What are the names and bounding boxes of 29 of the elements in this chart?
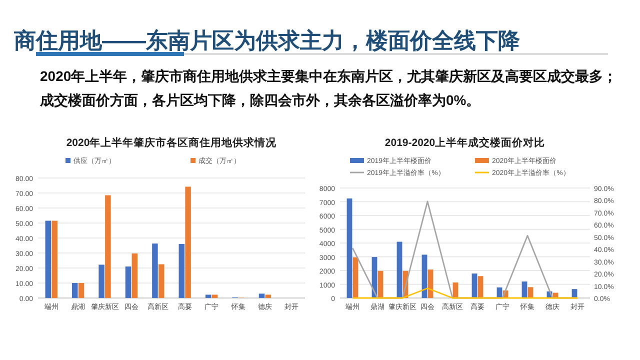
bar [205,294,212,298]
chart-title: 2019-2020上半年成交楼面价对比 [384,136,546,149]
bar [346,198,352,298]
bar [422,254,428,298]
chart-title: 2020年上半年肇庆市各区商住用地供求情况 [66,136,278,149]
text: 成交楼面价方面，各片区均下降，除四会市外，其余各区溢价率为0%。 [39,92,480,108]
bar [352,257,358,298]
text: 商住用地——东南片区为供求主力，楼面价全线下降 [13,28,521,53]
bar [396,242,402,298]
bar [178,244,185,298]
bar [105,195,111,298]
bar [45,220,52,298]
bar [158,264,164,298]
bar [478,276,484,298]
bar [78,283,84,298]
bar [98,264,104,298]
bar [72,283,78,298]
bar [185,186,191,298]
bar [212,294,218,298]
bar [152,244,158,298]
bar [258,294,265,298]
bar [472,274,478,298]
bar [52,220,58,298]
bar [378,270,384,298]
bar [125,266,132,298]
bar [132,253,138,298]
bar [265,294,272,298]
text: 2020年上半年，肇庆市商住用地供求主要集中在东南片区，尤其肇庆新区及高要区成交最多； [40,68,618,84]
bar [522,282,528,298]
